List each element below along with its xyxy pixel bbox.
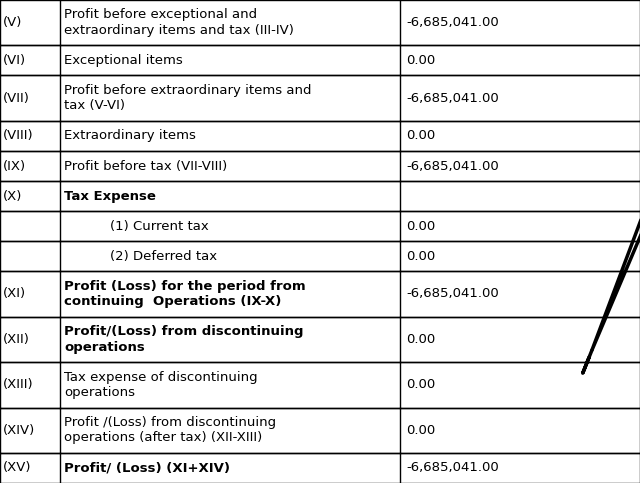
Text: (XV): (XV) [3, 461, 31, 474]
Text: (V): (V) [3, 16, 22, 29]
Text: -6,685,041.00: -6,685,041.00 [406, 287, 499, 300]
Text: Tax Expense: Tax Expense [64, 189, 156, 202]
Text: Profit before tax (VII-VIII): Profit before tax (VII-VIII) [64, 159, 227, 172]
Text: (VII): (VII) [3, 92, 30, 105]
Text: 0.00: 0.00 [406, 333, 435, 346]
Text: 0.00: 0.00 [406, 424, 435, 437]
Text: Profit /(Loss) from discontinuing
operations (after tax) (XII-XIII): Profit /(Loss) from discontinuing operat… [64, 416, 276, 444]
Text: (1) Current tax: (1) Current tax [110, 220, 209, 232]
Text: Profit/(Loss) from discontinuing
operations: Profit/(Loss) from discontinuing operati… [64, 325, 303, 354]
Text: 0.00: 0.00 [406, 250, 435, 263]
Text: (2) Deferred tax: (2) Deferred tax [110, 250, 217, 263]
Text: (XII): (XII) [3, 333, 30, 346]
Text: -6,685,041.00: -6,685,041.00 [406, 16, 499, 29]
Text: 0.00: 0.00 [406, 220, 435, 232]
Text: -6,685,041.00: -6,685,041.00 [406, 159, 499, 172]
Text: 0.00: 0.00 [406, 378, 435, 391]
Text: (XI): (XI) [3, 287, 26, 300]
Text: (XIII): (XIII) [3, 378, 34, 391]
Text: (XIV): (XIV) [3, 424, 35, 437]
Text: (VI): (VI) [3, 54, 26, 67]
Text: (VIII): (VIII) [3, 129, 34, 142]
Text: Profit (Loss) for the period from
continuing  Operations (IX-X): Profit (Loss) for the period from contin… [64, 280, 306, 308]
Text: (X): (X) [3, 189, 22, 202]
Text: -6,685,041.00: -6,685,041.00 [406, 92, 499, 105]
Text: Profit before exceptional and
extraordinary items and tax (III-IV): Profit before exceptional and extraordin… [64, 9, 294, 37]
Text: Profit/ (Loss) (XI+XIV): Profit/ (Loss) (XI+XIV) [64, 461, 230, 474]
Text: 0.00: 0.00 [406, 54, 435, 67]
Text: -6,685,041.00: -6,685,041.00 [406, 461, 499, 474]
Text: Profit before extraordinary items and
tax (V-VI): Profit before extraordinary items and ta… [64, 84, 312, 113]
Text: (IX): (IX) [3, 159, 26, 172]
Text: Tax expense of discontinuing
operations: Tax expense of discontinuing operations [64, 370, 258, 399]
Text: 0.00: 0.00 [406, 129, 435, 142]
Text: Extraordinary items: Extraordinary items [64, 129, 196, 142]
Text: Exceptional items: Exceptional items [64, 54, 183, 67]
